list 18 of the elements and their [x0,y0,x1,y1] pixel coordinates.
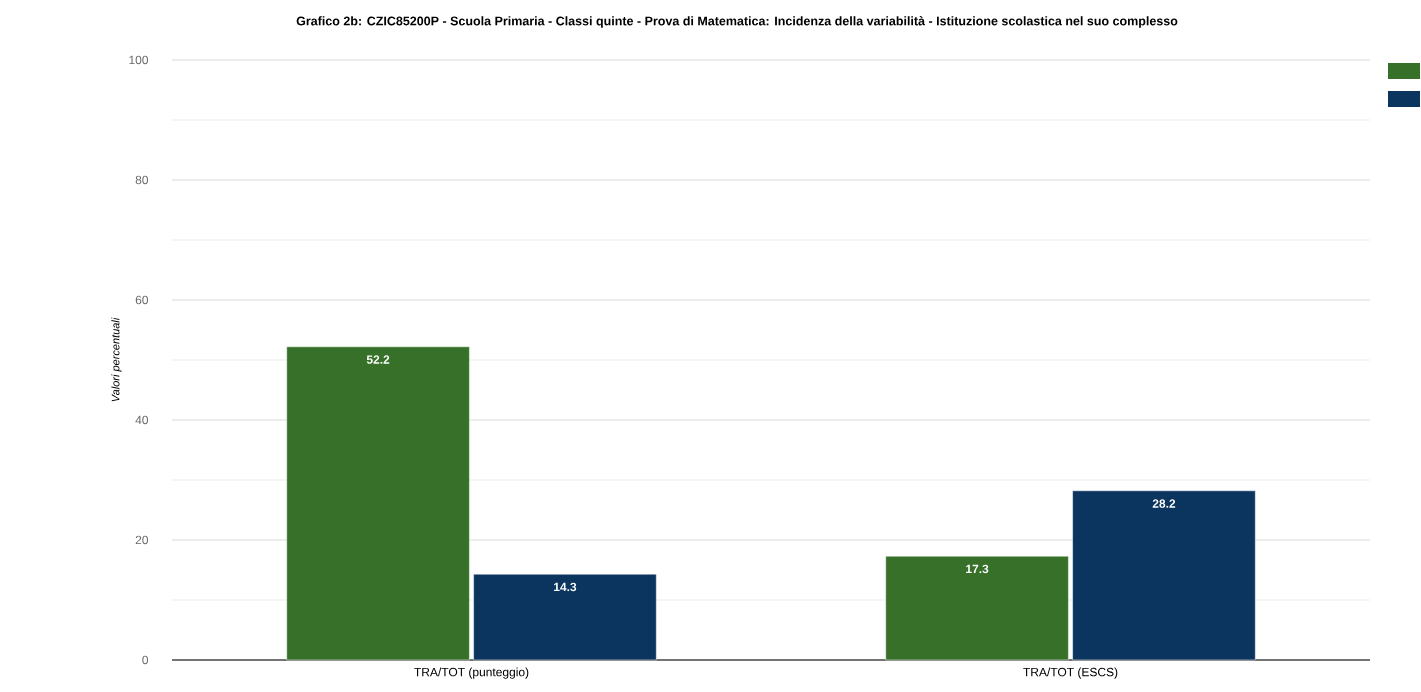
x-tick-label: TRA/TOT (punteggio) [414,667,529,679]
data-label: 52.2 [366,355,390,364]
bar [885,555,1069,661]
bar [473,573,657,661]
y-tick-label: 20 [135,535,149,545]
chart-title: Grafico 2b: CZIC85200P - Scuola Primaria - Classi quinte - Prova di Matematica: Incidenza della variabilità - Istituzione scolastica nel suo complesso [296,16,1178,28]
x-tick-label: TRA/TOT (ESCS) [1023,667,1118,679]
data-label: 14.3 [554,582,577,592]
y-tick-label: 40 [135,415,149,425]
y-tick-label: 60 [135,295,149,305]
y-tick-label: 100 [129,55,149,65]
y-tick-label: 0 [142,655,149,665]
y-tick-label: 80 [135,175,149,185]
bar [286,346,470,661]
data-label: 28.2 [1152,499,1176,508]
y-axis-title: Valori percentuali [111,317,122,402]
data-label: 17.3 [966,564,989,574]
bar [1072,490,1256,661]
